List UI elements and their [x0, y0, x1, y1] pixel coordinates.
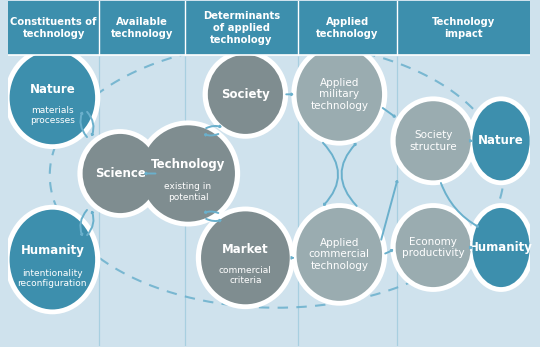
Ellipse shape [202, 50, 288, 139]
Text: intentionality
reconfiguration: intentionality reconfiguration [18, 269, 87, 288]
FancyBboxPatch shape [8, 1, 530, 55]
Ellipse shape [136, 120, 240, 227]
Text: Society
structure: Society structure [409, 130, 457, 152]
Text: Technology: Technology [151, 158, 225, 171]
Ellipse shape [4, 46, 100, 149]
Ellipse shape [296, 48, 382, 141]
Text: Market: Market [222, 243, 269, 256]
Text: Constituents of
technology: Constituents of technology [10, 17, 97, 39]
Ellipse shape [472, 101, 530, 180]
Text: Applied
technology: Applied technology [316, 17, 379, 39]
Text: Nature: Nature [30, 83, 75, 96]
Ellipse shape [77, 129, 163, 218]
Ellipse shape [196, 206, 295, 309]
Ellipse shape [396, 208, 471, 287]
Ellipse shape [201, 211, 290, 304]
Ellipse shape [10, 51, 95, 144]
Text: existing in
potential: existing in potential [165, 182, 212, 202]
Ellipse shape [291, 43, 387, 146]
Ellipse shape [141, 125, 235, 222]
Ellipse shape [296, 208, 382, 301]
Text: Available
technology: Available technology [111, 17, 173, 39]
Text: Society: Society [221, 88, 270, 101]
Text: Economy
productivity: Economy productivity [402, 237, 464, 258]
Text: Determinants
of applied
technology: Determinants of applied technology [203, 11, 280, 45]
Ellipse shape [208, 55, 283, 134]
Text: Applied
military
technology: Applied military technology [310, 78, 368, 111]
Ellipse shape [83, 134, 158, 213]
Ellipse shape [291, 203, 387, 306]
Text: Applied
commercial
technology: Applied commercial technology [309, 238, 370, 271]
Ellipse shape [467, 96, 535, 185]
Ellipse shape [4, 205, 100, 314]
Text: Science: Science [94, 167, 146, 180]
Ellipse shape [396, 101, 471, 180]
Text: Humanity: Humanity [21, 244, 84, 257]
Text: Technology
impact: Technology impact [431, 17, 495, 39]
Text: Nature: Nature [478, 134, 524, 147]
Ellipse shape [467, 203, 535, 292]
Text: materials
processes: materials processes [30, 106, 75, 125]
Ellipse shape [390, 96, 476, 185]
Ellipse shape [390, 203, 476, 292]
Text: commercial
criteria: commercial criteria [219, 266, 272, 285]
Ellipse shape [472, 208, 530, 287]
Text: Humanity: Humanity [469, 241, 533, 254]
Ellipse shape [10, 210, 95, 310]
